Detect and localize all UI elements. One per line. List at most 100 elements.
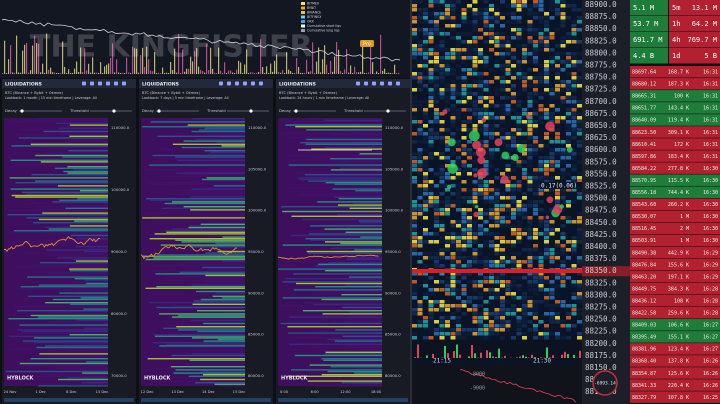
book-cell: [472, 72, 478, 76]
book-cell: [434, 224, 439, 228]
heatmap-band: [145, 356, 245, 358]
liq-spike: [146, 46, 148, 74]
volume-bar: [432, 353, 434, 358]
trade-size: 119.4 K: [668, 118, 689, 124]
heatmap-band: [19, 129, 108, 131]
book-cell: [483, 124, 489, 128]
book-cell: [417, 28, 423, 32]
liq-spike: [352, 72, 354, 74]
heatmap-band: [185, 220, 245, 222]
book-cell: [549, 156, 555, 160]
heatmap-band: [30, 314, 109, 317]
trade-size: 2 M: [680, 226, 689, 232]
volume-bar: [525, 356, 527, 358]
book-cell: [450, 292, 456, 296]
book-cell: [450, 120, 456, 124]
liq-spike: [204, 72, 206, 74]
liq-spike: [152, 71, 154, 74]
liq-spike: [154, 52, 156, 74]
book-cell: [511, 208, 516, 212]
volume-bar: [579, 350, 581, 358]
book-cell: [439, 304, 445, 308]
heatmap-band: [345, 284, 382, 286]
y-tick-label: 100000.0: [248, 208, 267, 213]
heatmap-band: [287, 332, 382, 334]
book-cell: [533, 108, 538, 112]
heatmap-band: [200, 378, 245, 381]
book-cell: [423, 172, 428, 176]
heatmap-band: [82, 372, 108, 374]
heatmap-band: [47, 356, 108, 358]
book-cell: [533, 12, 538, 16]
liq-spike: [370, 44, 372, 74]
book-cell: [434, 320, 439, 324]
book-cell: [417, 152, 423, 156]
liq-spike: [384, 68, 386, 74]
trade-time: 16:29: [703, 250, 718, 256]
liq-spike: [348, 72, 350, 74]
trade-time: 16:30: [703, 238, 718, 244]
book-cell: [549, 0, 555, 4]
book-cell: [533, 176, 538, 180]
trade-time: 16:30: [703, 214, 718, 220]
book-cell: [439, 280, 445, 284]
book-cell: [533, 68, 538, 72]
book-cell: [445, 304, 450, 308]
book-cell: [555, 176, 560, 180]
book-cell: [472, 316, 478, 320]
book-cell: [434, 52, 439, 56]
book-cell: [566, 220, 571, 224]
book-cell: [428, 316, 434, 320]
trade-size: 168.7 K: [668, 70, 689, 76]
book-cell: [489, 36, 494, 40]
book-cell: [472, 44, 478, 48]
liq-spike: [194, 51, 196, 74]
summary-period: 1d: [672, 52, 680, 60]
book-cell: [478, 188, 483, 192]
book-cell: [560, 280, 566, 284]
book-cell: [555, 28, 560, 32]
book-cell: [445, 240, 450, 244]
liq-spike: [376, 71, 378, 74]
book-cell: [511, 88, 516, 92]
heatmap-band: [60, 338, 108, 341]
book-cell: [560, 4, 566, 8]
book-cell: [494, 168, 500, 172]
book-cell: [505, 216, 511, 220]
book-cell: [511, 64, 516, 68]
heatmap-band: [11, 145, 108, 147]
book-cell: [445, 8, 450, 12]
liq-spike: [40, 72, 42, 74]
heatmap-band: [361, 300, 382, 302]
liq-spike: [68, 69, 70, 74]
book-cell: [505, 240, 511, 244]
liq-spike: [106, 64, 108, 74]
book-cell: [467, 220, 472, 224]
book-cell: [445, 188, 450, 192]
book-cell: [549, 288, 555, 292]
book-cell: [549, 88, 555, 92]
book-cell: [472, 100, 478, 104]
book-cell: [560, 336, 566, 340]
heatmap-band: [341, 294, 382, 296]
trade-size: 100 K: [674, 94, 689, 100]
threshold-label: Threshold: [206, 108, 226, 113]
book-cell: [527, 84, 533, 88]
book-cell: [527, 104, 533, 108]
heatmap-band: [341, 382, 382, 384]
trade-price: 88395.49: [632, 335, 656, 341]
book-cell: [456, 272, 461, 276]
book-cell: [483, 184, 489, 188]
book-cell: [417, 156, 423, 160]
book-cell: [445, 256, 450, 260]
heatmap-band: [20, 330, 109, 333]
legend-swatch: [301, 15, 305, 19]
book-cell: [467, 156, 472, 160]
heatmap-band: [17, 332, 108, 334]
book-cell: [467, 332, 472, 336]
heatmap-band: [27, 271, 108, 273]
book-cell: [450, 204, 456, 208]
book-cell: [450, 256, 456, 260]
book-cell: [571, 292, 577, 296]
trade-row: [630, 66, 720, 78]
